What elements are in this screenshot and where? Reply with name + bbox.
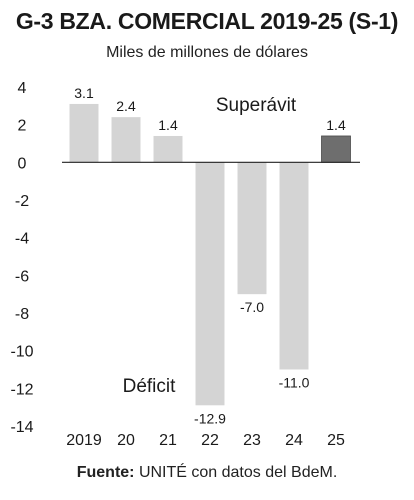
x-tick-label: 2019 [66,432,102,449]
bars [69,103,351,406]
y-tick-label: 2 [18,118,27,135]
value-label: 1.4 [158,117,178,133]
x-tick-label: 25 [327,432,345,449]
source-text: UNITÉ con datos del BdeM. [134,464,338,481]
bar-20 [111,117,141,163]
x-tick-label: 23 [243,432,261,449]
value-label: -7.0 [240,299,264,315]
y-tick-label: -10 [10,344,33,361]
source-note: Fuente: UNITÉ con datos del BdeM. [0,464,414,482]
value-labels: 3.1 2.4 1.4 -12.9 -7.0 -11.0 1.4 [74,85,346,426]
value-label: 1.4 [326,117,346,133]
bar-25 [321,135,351,163]
bar-chart: 420-2-4-6-8-10-12-14 3.12.41.4-12.9-7.0-… [10,80,360,449]
x-tick-label: 21 [159,432,177,449]
y-tick-label: -2 [15,193,29,210]
x-axis: 2019 20 21 22 23 24 25 [66,432,345,449]
chart-title: G-3 BZA. COMERCIAL 2019-25 (S-1) [15,8,399,34]
y-tick-label: -4 [15,231,29,248]
bar-2019 [69,103,99,163]
y-axis: 4 2 0 -2 -4 -6 -8 -10 -12 -14 [10,80,33,436]
value-label: 3.1 [74,85,94,101]
annotation-deficit: Déficit [123,376,177,397]
y-tick-label: -6 [15,268,29,285]
x-tick-label: 24 [285,432,303,449]
bar-23 [237,162,267,295]
bar-24 [279,162,309,370]
x-tick-label: 22 [201,432,219,449]
value-label: 2.4 [116,98,136,114]
x-tick-label: 20 [117,432,135,449]
value-label: -12.9 [194,410,226,426]
source-label: Fuente: [76,464,135,481]
y-tick-label: 0 [18,155,27,172]
bar-22 [195,162,225,406]
annotation-superavit: Superávit [216,95,297,116]
value-label: -11.0 [279,375,310,391]
y-tick-label: -12 [10,381,33,398]
chart-subtitle: Miles de millones de dólares [106,44,308,61]
y-tick-label: 4 [18,80,27,97]
y-tick-label: -14 [10,419,33,436]
y-tick-label: -8 [15,306,29,323]
bar-21 [153,135,183,163]
